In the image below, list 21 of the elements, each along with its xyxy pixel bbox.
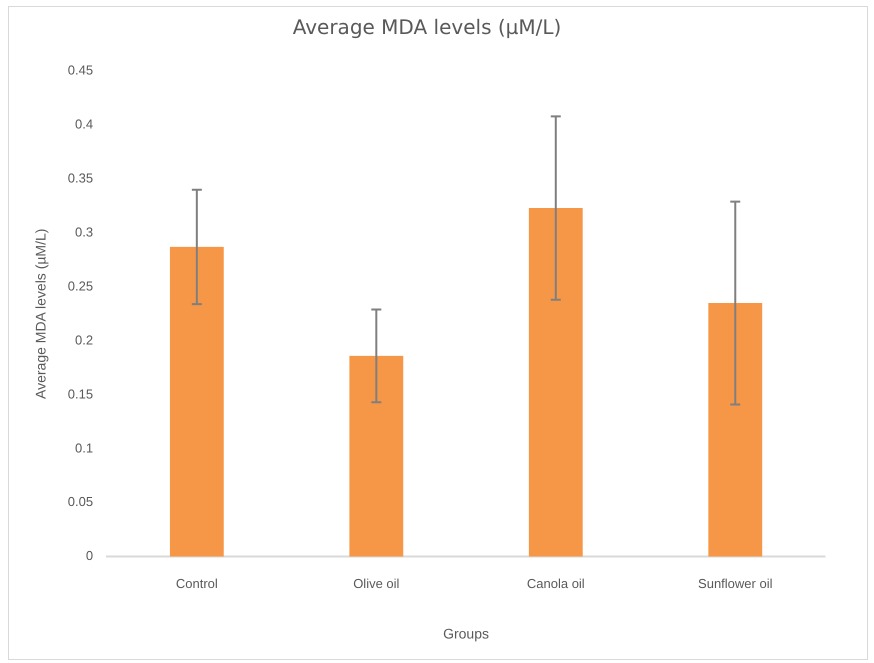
x-axis-title: Groups bbox=[443, 625, 490, 642]
chart-title: Average MDA levels (µM/L) bbox=[292, 15, 562, 40]
bar bbox=[170, 246, 224, 557]
y-tick-label: 0.45 bbox=[68, 62, 94, 78]
x-tick-label: Olive oil bbox=[353, 576, 400, 591]
bar bbox=[528, 208, 583, 557]
bar bbox=[708, 303, 762, 557]
x-tick-label: Control bbox=[176, 576, 218, 591]
y-tick-label: 0.35 bbox=[68, 170, 94, 186]
y-tick-label: 0.15 bbox=[68, 386, 94, 402]
y-tick-label: 0.4 bbox=[75, 116, 94, 132]
y-tick-label: 0.25 bbox=[68, 278, 94, 294]
y-axis-title: Average MDA levels (µM/L) bbox=[32, 228, 48, 400]
y-tick-label: 0 bbox=[86, 548, 94, 564]
y-tick-label: 0.2 bbox=[75, 332, 94, 348]
bar bbox=[349, 356, 404, 557]
y-tick-label: 0.1 bbox=[75, 440, 94, 456]
y-tick-label: 0.05 bbox=[68, 494, 94, 510]
x-tick-label: Canola oil bbox=[526, 576, 585, 591]
y-tick-label: 0.3 bbox=[75, 224, 94, 240]
x-tick-label: Sunflower oil bbox=[698, 576, 773, 591]
